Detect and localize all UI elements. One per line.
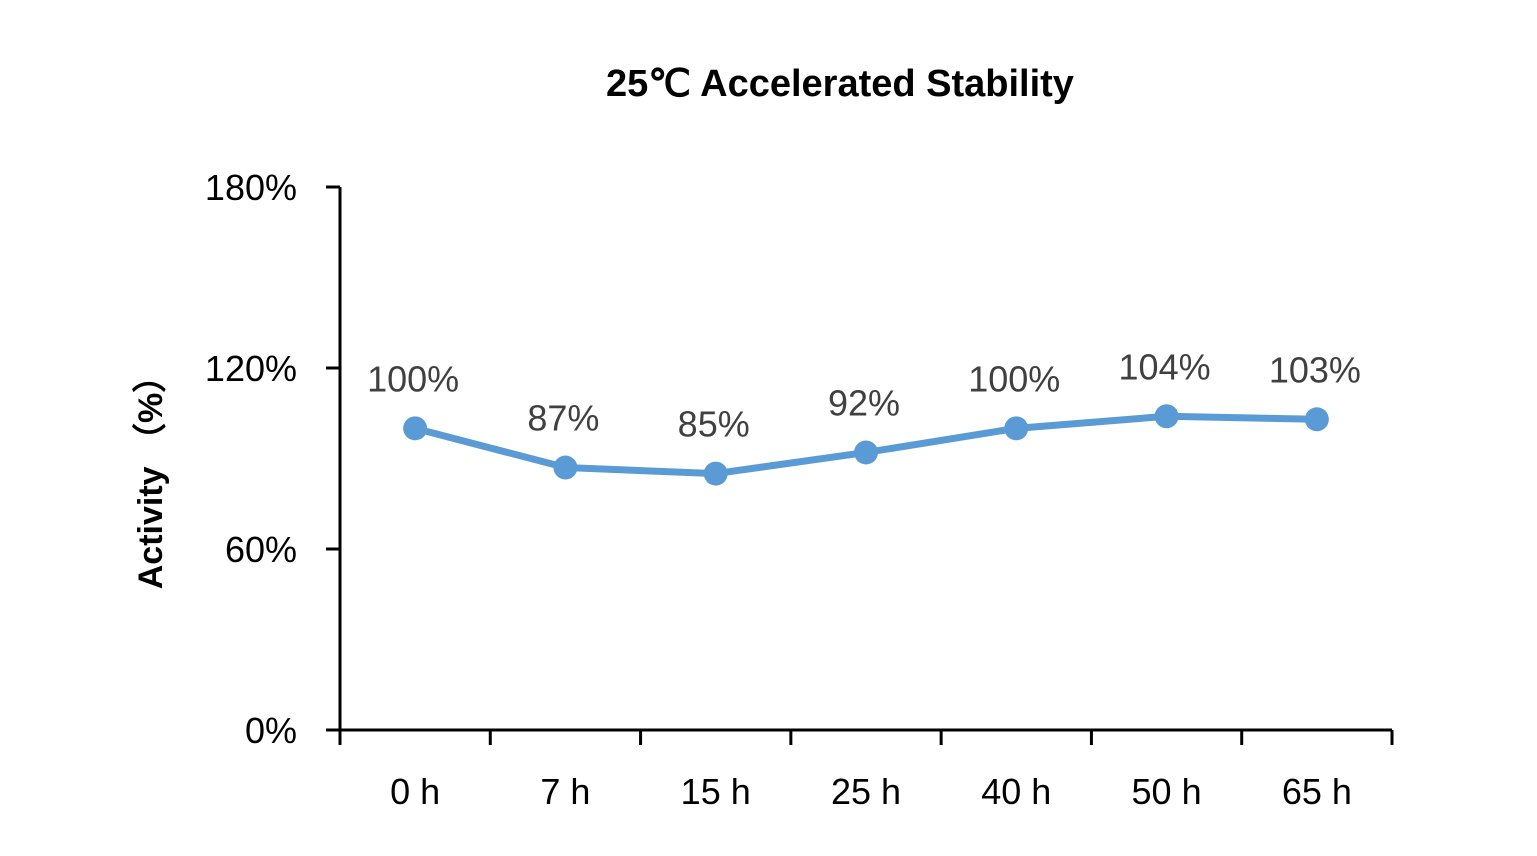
x-tick-label: 0 h [390, 771, 440, 812]
x-tick-label: 50 h [1132, 771, 1202, 812]
y-tick-label: 60% [225, 529, 297, 570]
x-ticks: 0 h 7 h 15 h 25 h 40 h 50 h 65 h [338, 730, 1394, 812]
x-tick-label: 65 h [1282, 771, 1352, 812]
x-tick-label: 25 h [831, 771, 901, 812]
y-axis-label: Activity （%） [131, 359, 170, 590]
data-point [1154, 404, 1179, 429]
axes [326, 187, 1392, 732]
y-ticks: 0% 60% 120% 180% [205, 167, 340, 751]
data-label: 100% [367, 358, 459, 399]
data-point [1304, 407, 1329, 432]
data-labels: 100% 87% 85% 92% 100% 104% 103% [367, 346, 1361, 444]
data-label: 85% [678, 404, 750, 445]
chart-title: 25℃ Accelerated Stability [606, 63, 1074, 105]
data-point [703, 461, 728, 486]
data-label: 103% [1269, 349, 1361, 390]
data-point [403, 416, 428, 441]
data-label: 92% [828, 382, 900, 423]
data-label: 104% [1119, 346, 1211, 387]
x-tick-label: 15 h [681, 771, 751, 812]
y-tick-label: 120% [205, 348, 297, 389]
data-point [854, 440, 878, 465]
x-tick-label: 7 h [540, 771, 590, 812]
data-point [553, 455, 578, 480]
data-point [1004, 416, 1029, 441]
y-tick-label: 180% [205, 167, 297, 208]
series-layer [403, 404, 1329, 486]
x-tick-label: 40 h [981, 771, 1051, 812]
y-tick-label: 0% [245, 710, 297, 751]
data-label: 100% [968, 358, 1060, 399]
data-label: 87% [527, 398, 599, 439]
